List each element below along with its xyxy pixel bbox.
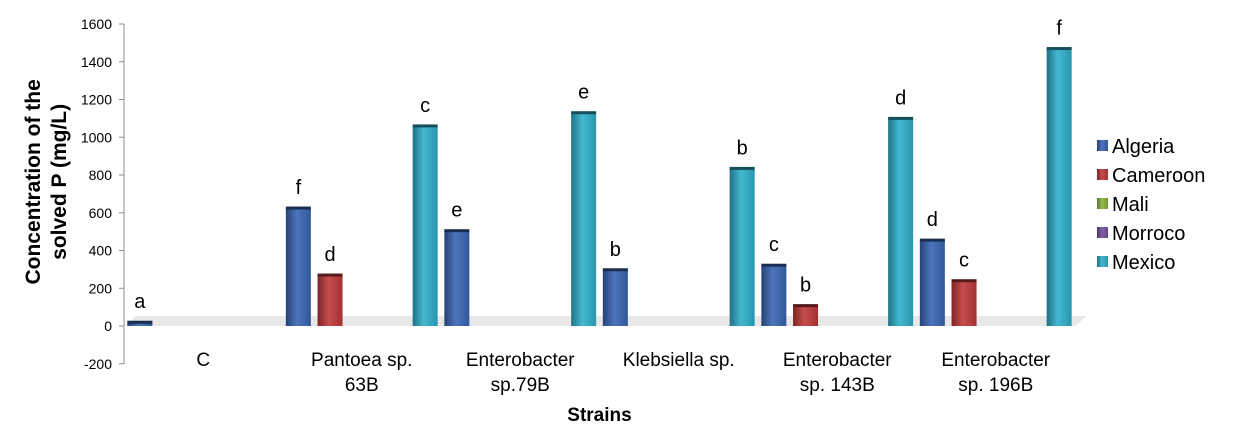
x-category-label: sp. 143B (800, 375, 875, 396)
data-label: b (610, 239, 621, 261)
bar-cap (602, 268, 628, 272)
x-category-label: sp. 196B (958, 375, 1033, 396)
bar-algeria (285, 208, 311, 326)
data-label: d (324, 244, 335, 266)
legend-label: Cameroon (1112, 165, 1205, 187)
bar-cameroon (317, 275, 343, 326)
bar-cap (761, 263, 787, 267)
bar-algeria (127, 322, 153, 326)
legend-swatch-mexico (1097, 256, 1108, 267)
legend-label: Mali (1112, 194, 1149, 216)
data-label: e (578, 82, 589, 104)
bar-mexico (571, 112, 597, 327)
y-tick-label: 800 (89, 167, 113, 183)
legend-swatch-morroco (1097, 227, 1108, 238)
x-category-label: Enterobacter (941, 350, 1050, 371)
legend: Algeria Cameroon Mali Morroco Mexico (1097, 136, 1205, 274)
x-category-label: Pantoea sp. (311, 350, 412, 371)
y-tick-label: 600 (89, 205, 113, 221)
legend-label: Morroco (1112, 223, 1185, 245)
y-tick-label: 1200 (81, 92, 112, 108)
bar-algeria (919, 240, 945, 326)
bar-mexico (1046, 48, 1072, 326)
y-tick-label: 1600 (81, 16, 112, 32)
bar-cap (888, 116, 914, 120)
data-label: f (296, 177, 302, 199)
y-tick-label: 1000 (81, 129, 112, 145)
bar-mexico (729, 168, 755, 326)
y-tick-label: -200 (84, 356, 112, 372)
bar-mexico (412, 125, 438, 326)
bar-cap (127, 320, 153, 324)
legend-swatch-cameroon (1097, 169, 1108, 180)
bar-cameroon (951, 280, 977, 326)
data-label: c (420, 95, 430, 117)
y-axis-title-line: solved P (mg/L) (48, 104, 71, 260)
bar-algeria (761, 265, 787, 326)
data-label: b (800, 275, 811, 297)
legend-swatch-algeria (1097, 140, 1108, 151)
legend-swatch-mali (1097, 198, 1108, 209)
y-tick-label: 0 (104, 318, 112, 334)
y-axis-title: Concentration of the solved P (mg/L) (22, 79, 71, 284)
x-axis-title: Strains (567, 405, 631, 426)
x-category-label: Klebsiella sp. (623, 350, 735, 371)
bar-cap (1046, 47, 1072, 51)
bar-cap (919, 238, 945, 242)
bar-cap (317, 273, 343, 277)
x-category-label: Enterobacter (466, 350, 575, 371)
bar-cap (951, 279, 977, 283)
bar-cameroon (793, 305, 819, 326)
bar-cap (571, 111, 597, 115)
bar-cap (412, 124, 438, 128)
data-label: c (769, 234, 779, 256)
x-category-label: sp.79B (491, 375, 550, 396)
data-label: b (737, 137, 748, 159)
legend-label: Algeria (1112, 136, 1175, 158)
data-label: d (927, 209, 938, 231)
x-category-label: 63B (345, 375, 379, 396)
data-label: f (1056, 18, 1062, 40)
bars (127, 47, 1072, 327)
data-label: d (895, 87, 906, 109)
y-tick-label: 200 (89, 280, 113, 296)
axes: -200 0 200 400 600 800 1000 1200 1400 1600 Concent… (22, 16, 1051, 426)
bar-cap (729, 166, 755, 170)
data-label: a (134, 291, 146, 313)
y-tick-label: 1400 (81, 54, 112, 70)
bar-cap (793, 304, 819, 308)
bar-algeria (444, 230, 470, 326)
data-label: c (959, 250, 969, 272)
bar-cap (285, 206, 311, 210)
y-axis-title-line: Concentration of the (22, 79, 45, 284)
x-category-label: C (196, 350, 210, 371)
x-category-label: Enterobacter (783, 350, 892, 371)
bar-mexico (888, 118, 914, 326)
y-tick-label: 400 (89, 243, 113, 259)
data-label: e (451, 200, 462, 222)
bar-algeria (602, 269, 628, 326)
legend-label: Mexico (1112, 252, 1175, 274)
bar-cap (444, 229, 470, 233)
